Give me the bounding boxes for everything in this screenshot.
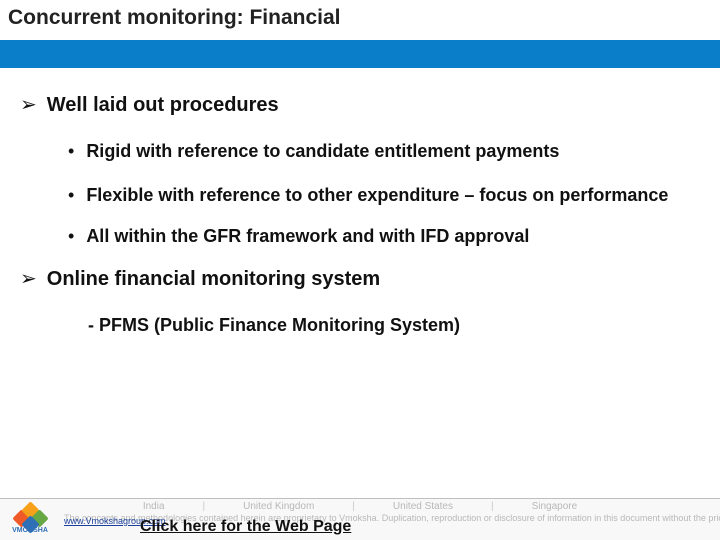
footer: India | United Kingdom | United States |… (0, 498, 720, 540)
vmoksha-logo: VMOKSHA (4, 502, 56, 536)
sub-item-pfms: - PFMS (Public Finance Monitoring System… (88, 315, 700, 336)
web-page-link[interactable]: Click here for the Web Page (140, 518, 351, 536)
arrow-label: Online financial monitoring system (47, 268, 380, 291)
country: India (105, 501, 203, 512)
bullet-icon: • (68, 183, 74, 207)
content-area: ➢ Well laid out procedures • Rigid with … (0, 68, 720, 336)
page-title: Concurrent monitoring: Financial (8, 6, 712, 30)
header-band (0, 40, 720, 68)
arrow-label: Well laid out procedures (47, 94, 279, 117)
arrow-item-procedures: ➢ Well laid out procedures (20, 94, 700, 117)
logo-icon (15, 504, 45, 526)
country: United States (355, 501, 491, 512)
bullet-item: • Flexible with reference to other expen… (68, 183, 700, 207)
title-bar: Concurrent monitoring: Financial (0, 0, 720, 40)
country: Singapore (494, 501, 616, 512)
arrow-right-icon: ➢ (20, 95, 37, 115)
bullet-text-line: Flexible with reference to other expendi… (86, 185, 668, 205)
country: United Kingdom (205, 501, 352, 512)
bullet-icon: • (68, 224, 74, 248)
bullet-item: • Rigid with reference to candidate enti… (68, 139, 700, 163)
bullet-icon: • (68, 139, 74, 163)
bullet-item: • All within the GFR framework and with … (68, 224, 700, 248)
bullet-text: All within the GFR framework and with IF… (86, 224, 529, 248)
bullet-text: Flexible with reference to other expendi… (86, 183, 668, 207)
footer-countries: India | United Kingdom | United States |… (0, 499, 720, 512)
arrow-right-icon: ➢ (20, 269, 37, 289)
bullet-text: Rigid with reference to candidate entitl… (86, 139, 559, 163)
arrow-item-online: ➢ Online financial monitoring system (20, 268, 700, 291)
